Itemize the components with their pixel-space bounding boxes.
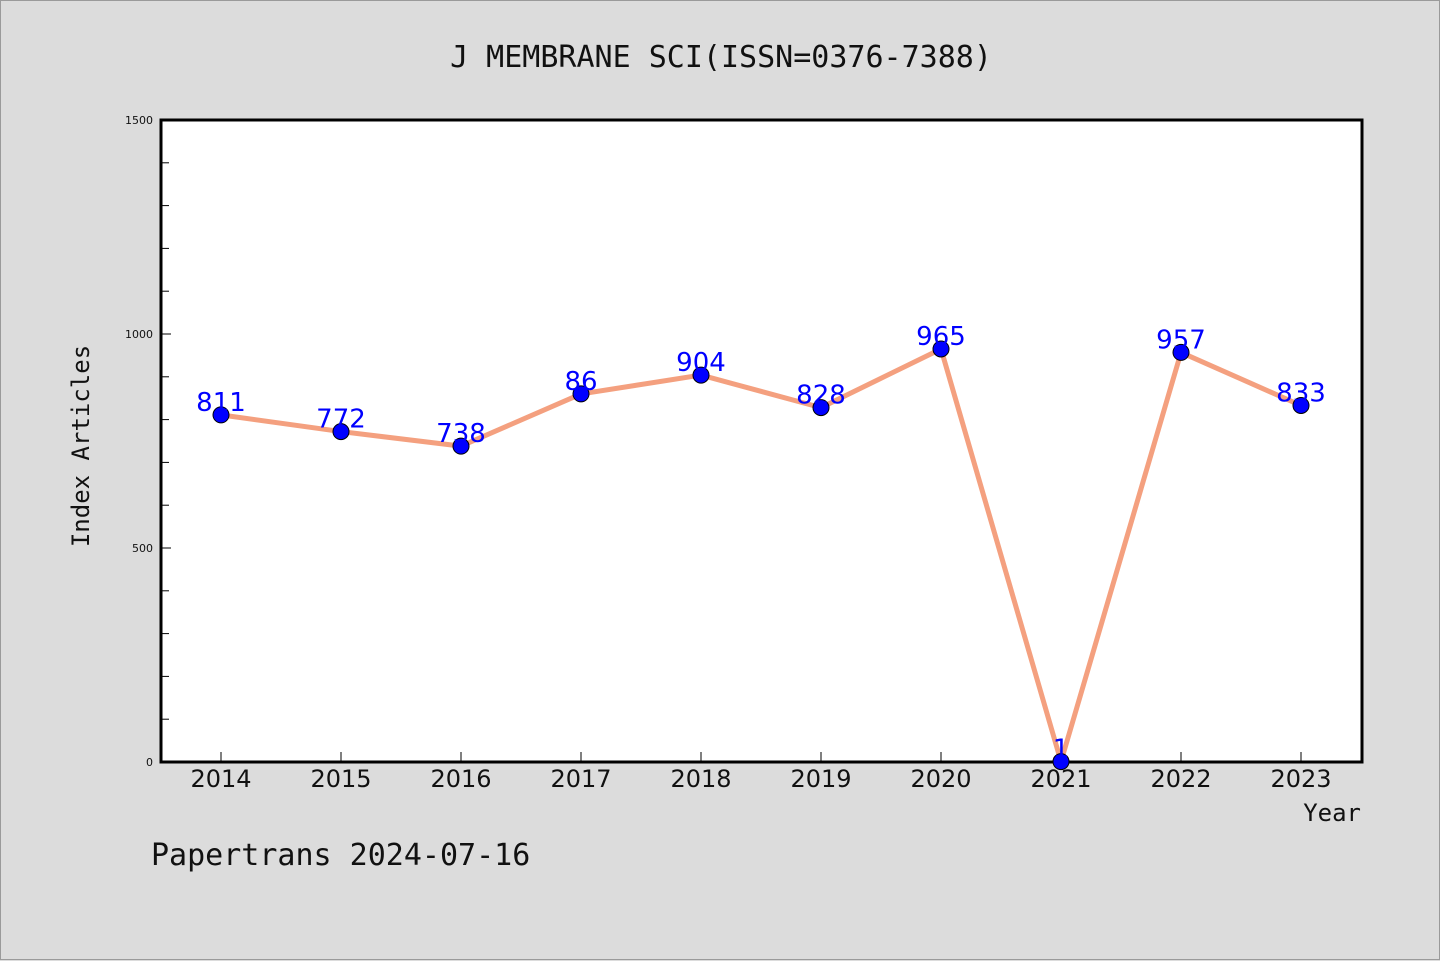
footer-text: Papertrans 2024-07-16 xyxy=(151,838,530,873)
y-tick-label: 1000 xyxy=(125,328,153,341)
x-tick-label: 2018 xyxy=(670,765,731,793)
x-tick-label: 2019 xyxy=(790,765,851,793)
x-tick-label: 2017 xyxy=(550,765,611,793)
data-labels: 811 772 738 86 904 828 965 1 957 833 xyxy=(196,322,1326,765)
data-point xyxy=(572,385,590,403)
data-point xyxy=(332,423,350,441)
x-axis: 2014 2015 2016 2017 2018 2019 2020 2021 2022 2023 xyxy=(190,752,1332,793)
x-tick-label: 2016 xyxy=(430,765,491,793)
data-label: 828 xyxy=(796,381,846,411)
data-point xyxy=(212,406,230,424)
data-label: 86 xyxy=(564,367,597,397)
x-tick-label: 2022 xyxy=(1150,765,1211,793)
data-point xyxy=(692,366,710,384)
chart-title: J MEMBRANE SCI(ISSN=0376-7388) xyxy=(450,40,992,75)
data-point xyxy=(452,437,470,455)
data-label: 811 xyxy=(196,388,246,418)
data-point xyxy=(932,340,950,358)
data-label: 965 xyxy=(916,322,966,352)
y-tick-label: 500 xyxy=(132,542,153,555)
y-axis: 0 500 1000 1500 xyxy=(125,114,171,769)
data-label: 772 xyxy=(316,405,366,435)
series-markers xyxy=(212,340,1310,771)
data-label: 957 xyxy=(1156,325,1206,355)
data-point xyxy=(1292,396,1310,414)
x-axis-title: Year xyxy=(1303,799,1361,827)
y-tick-label: 0 xyxy=(146,756,153,769)
x-tick-label: 2014 xyxy=(190,765,251,793)
x-tick-label: 2015 xyxy=(310,765,371,793)
y-axis-title: Index Articles xyxy=(67,345,95,547)
data-label: 904 xyxy=(676,348,726,378)
series-polyline xyxy=(218,346,1304,765)
data-point xyxy=(812,399,830,417)
x-tick-label: 2020 xyxy=(910,765,971,793)
data-point xyxy=(1052,753,1070,771)
data-label: 1 xyxy=(1053,735,1070,765)
plot-area xyxy=(159,118,1364,764)
data-label: 738 xyxy=(436,419,486,449)
series-line xyxy=(218,346,1304,765)
x-tick-label: 2023 xyxy=(1270,765,1331,793)
data-point xyxy=(1172,343,1190,361)
y-tick-label: 1500 xyxy=(125,114,153,127)
data-label: 833 xyxy=(1276,378,1326,408)
